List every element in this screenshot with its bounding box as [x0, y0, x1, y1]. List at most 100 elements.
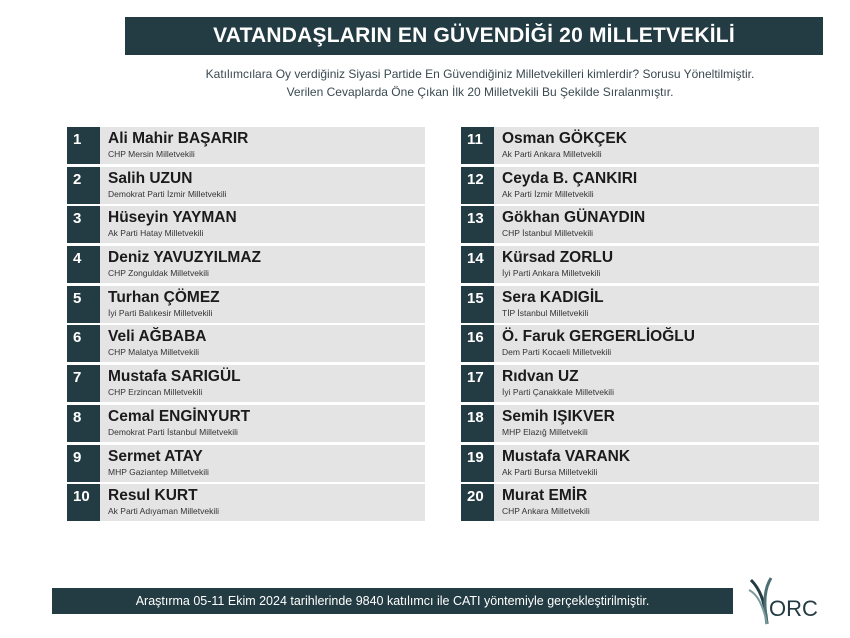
mp-party-province: İyi Parti Ankara Milletvekili: [502, 268, 601, 279]
ranking-row: 5 Turhan ÇÖMEZ İyi Parti Balıkesir Mille…: [67, 285, 425, 323]
ranking-row: 6 Veli AĞBABA CHP Malatya Milletvekili: [67, 325, 425, 363]
mp-info: Mustafa VARANK Ak Parti Bursa Milletveki…: [494, 445, 630, 482]
mp-name: Cemal ENGİNYURT: [108, 407, 251, 425]
ranking-list-left: 1 Ali Mahir BAŞARIR CHP Mersin Milletvek…: [67, 127, 425, 524]
ranking-row: 4 Deniz YAVUZYILMAZ CHP Zonguldak Millet…: [67, 246, 425, 284]
mp-party-province: İyi Parti Balıkesir Milletvekili: [108, 307, 213, 318]
mp-name: Hüseyin YAYMAN: [108, 209, 237, 227]
mp-name: Deniz YAVUZYILMAZ: [108, 249, 262, 267]
rank-number: 16: [461, 325, 494, 363]
ranking-row: 19 Mustafa VARANK Ak Parti Bursa Milletv…: [461, 444, 819, 482]
mp-info: Kürsad ZORLU İyi Parti Ankara Milletveki…: [494, 246, 613, 283]
mp-party-province: Ak Parti Adıyaman Milletvekili: [108, 506, 220, 517]
rank-number: 7: [67, 365, 100, 403]
mp-name: Gökhan GÜNAYDIN: [502, 209, 646, 227]
rank-number: 19: [461, 444, 494, 482]
subtitle-line-2: Verilen Cevaplarda Öne Çıkan İlk 20 Mill…: [286, 85, 674, 99]
mp-name: Kürsad ZORLU: [502, 249, 614, 267]
mp-party-province: Demokrat Parti İzmir Milletvekili: [108, 188, 227, 199]
rank-number: 12: [461, 166, 494, 204]
mp-name: Veli AĞBABA: [108, 328, 207, 346]
mp-name: Mustafa VARANK: [502, 447, 631, 465]
mp-name: Turhan ÇÖMEZ: [108, 288, 220, 306]
subtitle-line-1: Katılımcılara Oy verdiğiniz Siyasi Parti…: [205, 67, 755, 81]
mp-info: Cemal ENGİNYURT Demokrat Parti İstanbul …: [100, 405, 250, 442]
mp-party-province: CHP Mersin Milletvekili: [108, 149, 195, 159]
ranking-row: 18 Semih IŞIKVER MHP Elazığ Milletvekili: [461, 404, 819, 442]
ranking-row: 17 Rıdvan UZ İyi Parti Çanakkale Milletv…: [461, 365, 819, 403]
mp-info: Ceyda B. ÇANKIRI Ak Parti İzmir Milletve…: [494, 167, 637, 204]
mp-party-province: İyi Parti Çanakkale Milletvekili: [502, 387, 614, 398]
ranking-row: 1 Ali Mahir BAŞARIR CHP Mersin Milletvek…: [67, 127, 425, 164]
mp-name: Ö. Faruk GERGERLİOĞLU: [502, 328, 695, 346]
ranking-row: 14 Kürsad ZORLU İyi Parti Ankara Milletv…: [461, 246, 819, 284]
mp-party-province: CHP İstanbul Milletvekili: [502, 228, 594, 239]
mp-party-province: Ak Parti İzmir Milletvekili: [502, 188, 594, 199]
mp-party-province: CHP Erzincan Milletvekili: [108, 387, 203, 398]
mp-name: Ali Mahir BAŞARIR: [108, 130, 249, 147]
ranking-row: 11 Osman GÖKÇEK Ak Parti Ankara Milletve…: [461, 127, 819, 164]
mp-party-province: Ak Parti Ankara Milletvekili: [502, 149, 602, 159]
mp-name: Resul KURT: [108, 487, 198, 505]
rank-number: 11: [461, 127, 494, 164]
mp-name: Sera KADIGİL: [502, 288, 604, 306]
rank-number: 20: [461, 484, 494, 522]
rank-number: 9: [67, 444, 100, 482]
mp-info: Gökhan GÜNAYDIN CHP İstanbul Milletvekil…: [494, 206, 645, 243]
ranking-list-right: 11 Osman GÖKÇEK Ak Parti Ankara Milletve…: [461, 127, 819, 524]
mp-info: Resul KURT Ak Parti Adıyaman Milletvekil…: [100, 484, 219, 521]
mp-party-province: CHP Zonguldak Milletvekili: [108, 268, 209, 279]
footer-note: Araştırma 05-11 Ekim 2024 tarihlerinde 9…: [52, 588, 733, 614]
ranking-row: 9 Sermet ATAY MHP Gaziantep Milletvekili: [67, 444, 425, 482]
mp-party-province: TİP İstanbul Milletvekili: [502, 307, 589, 318]
rank-number: 5: [67, 285, 100, 323]
mp-party-province: CHP Malatya Milletvekili: [108, 347, 200, 358]
mp-info: Deniz YAVUZYILMAZ CHP Zonguldak Milletve…: [100, 246, 261, 283]
mp-info: Mustafa SARIGÜL CHP Erzincan Milletvekil…: [100, 365, 241, 402]
mp-info: Veli AĞBABA CHP Malatya Milletvekili: [100, 325, 206, 362]
rank-number: 18: [461, 404, 494, 442]
mp-info: Murat EMİR CHP Ankara Milletvekili: [494, 484, 590, 521]
svg-text:ORC: ORC: [769, 596, 818, 621]
mp-party-province: MHP Elazığ Milletvekili: [502, 426, 588, 437]
ranking-row: 20 Murat EMİR CHP Ankara Milletvekili: [461, 484, 819, 522]
ranking-row: 16 Ö. Faruk GERGERLİOĞLU Dem Parti Kocae…: [461, 325, 819, 363]
mp-info: Sermet ATAY MHP Gaziantep Milletvekili: [100, 445, 209, 482]
orc-logo: ORC: [745, 574, 830, 632]
ranking-row: 12 Ceyda B. ÇANKIRI Ak Parti İzmir Mille…: [461, 166, 819, 204]
rank-number: 2: [67, 166, 100, 204]
rank-number: 10: [67, 484, 100, 522]
ranking-row: 8 Cemal ENGİNYURT Demokrat Parti İstanbu…: [67, 404, 425, 442]
rank-number: 8: [67, 404, 100, 442]
rank-number: 14: [461, 246, 494, 284]
mp-info: Ali Mahir BAŞARIR CHP Mersin Milletvekil…: [100, 127, 248, 164]
mp-name: Osman GÖKÇEK: [502, 130, 627, 147]
rank-number: 13: [461, 206, 494, 244]
rank-number: 6: [67, 325, 100, 363]
ranking-row: 3 Hüseyin YAYMAN Ak Parti Hatay Milletve…: [67, 206, 425, 244]
rank-number: 4: [67, 246, 100, 284]
rank-number: 3: [67, 206, 100, 244]
mp-name: Rıdvan UZ: [502, 368, 579, 386]
mp-party-province: CHP Ankara Milletvekili: [502, 506, 590, 517]
ranking-row: 13 Gökhan GÜNAYDIN CHP İstanbul Milletve…: [461, 206, 819, 244]
mp-name: Mustafa SARIGÜL: [108, 368, 241, 386]
rank-number: 15: [461, 285, 494, 323]
ranking-row: 15 Sera KADIGİL TİP İstanbul Milletvekil…: [461, 285, 819, 323]
ranking-row: 7 Mustafa SARIGÜL CHP Erzincan Milletvek…: [67, 365, 425, 403]
mp-name: Semih IŞIKVER: [502, 407, 615, 425]
mp-info: Osman GÖKÇEK Ak Parti Ankara Milletvekil…: [494, 127, 627, 164]
mp-info: Semih IŞIKVER MHP Elazığ Milletvekili: [494, 405, 615, 442]
mp-info: Ö. Faruk GERGERLİOĞLU Dem Parti Kocaeli …: [494, 325, 695, 362]
mp-info: Rıdvan UZ İyi Parti Çanakkale Milletveki…: [494, 365, 614, 402]
mp-info: Hüseyin YAYMAN Ak Parti Hatay Milletveki…: [100, 206, 237, 243]
mp-party-province: Dem Parti Kocaeli Milletvekili: [502, 347, 612, 358]
page-title: VATANDAŞLARIN EN GÜVENDİĞİ 20 MİLLETVEKİ…: [125, 17, 823, 55]
mp-name: Salih UZUN: [108, 169, 193, 187]
mp-info: Turhan ÇÖMEZ İyi Parti Balıkesir Milletv…: [100, 286, 220, 323]
mp-name: Ceyda B. ÇANKIRI: [502, 169, 638, 187]
mp-party-province: Ak Parti Bursa Milletvekili: [502, 466, 598, 477]
ranking-row: 2 Salih UZUN Demokrat Parti İzmir Millet…: [67, 166, 425, 204]
mp-name: Murat EMİR: [502, 487, 588, 505]
rank-number: 17: [461, 365, 494, 403]
